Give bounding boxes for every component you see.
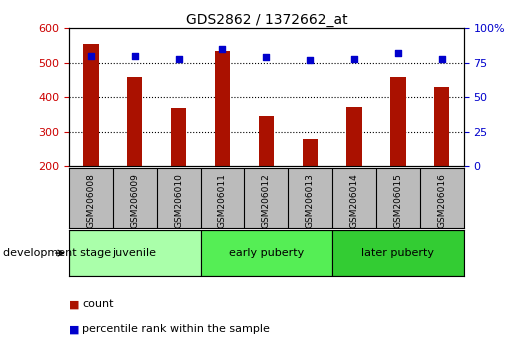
Bar <box>390 76 405 166</box>
Text: early puberty: early puberty <box>229 248 304 258</box>
Bar <box>69 230 200 276</box>
Text: GSM206012: GSM206012 <box>262 173 271 228</box>
Bar <box>127 76 143 166</box>
Point <box>350 56 358 62</box>
Point <box>130 53 139 59</box>
Bar <box>83 44 99 166</box>
Text: GSM206010: GSM206010 <box>174 173 183 228</box>
Point <box>262 55 270 60</box>
Text: ■: ■ <box>69 324 80 334</box>
Point <box>306 57 314 63</box>
Text: ■: ■ <box>69 299 80 309</box>
Title: GDS2862 / 1372662_at: GDS2862 / 1372662_at <box>186 13 347 27</box>
Bar <box>303 139 318 166</box>
Text: GSM206013: GSM206013 <box>306 173 315 228</box>
Text: later puberty: later puberty <box>361 248 435 258</box>
Text: juvenile: juvenile <box>113 248 157 258</box>
Text: GSM206016: GSM206016 <box>437 173 446 228</box>
Bar <box>171 108 186 166</box>
Point <box>86 53 95 59</box>
Point <box>394 50 402 56</box>
Point <box>174 56 183 62</box>
Text: GSM206008: GSM206008 <box>86 173 95 228</box>
Text: GSM206014: GSM206014 <box>350 173 359 228</box>
Text: percentile rank within the sample: percentile rank within the sample <box>82 324 270 334</box>
Point <box>438 56 446 62</box>
Bar <box>259 116 274 166</box>
Bar <box>215 51 230 166</box>
Text: count: count <box>82 299 113 309</box>
Point <box>218 46 227 52</box>
Text: GSM206011: GSM206011 <box>218 173 227 228</box>
Bar <box>200 230 332 276</box>
Bar <box>347 107 362 166</box>
Text: GSM206015: GSM206015 <box>393 173 402 228</box>
Text: GSM206009: GSM206009 <box>130 173 139 228</box>
Text: development stage: development stage <box>3 248 111 258</box>
Bar <box>434 87 449 166</box>
Bar <box>332 230 464 276</box>
